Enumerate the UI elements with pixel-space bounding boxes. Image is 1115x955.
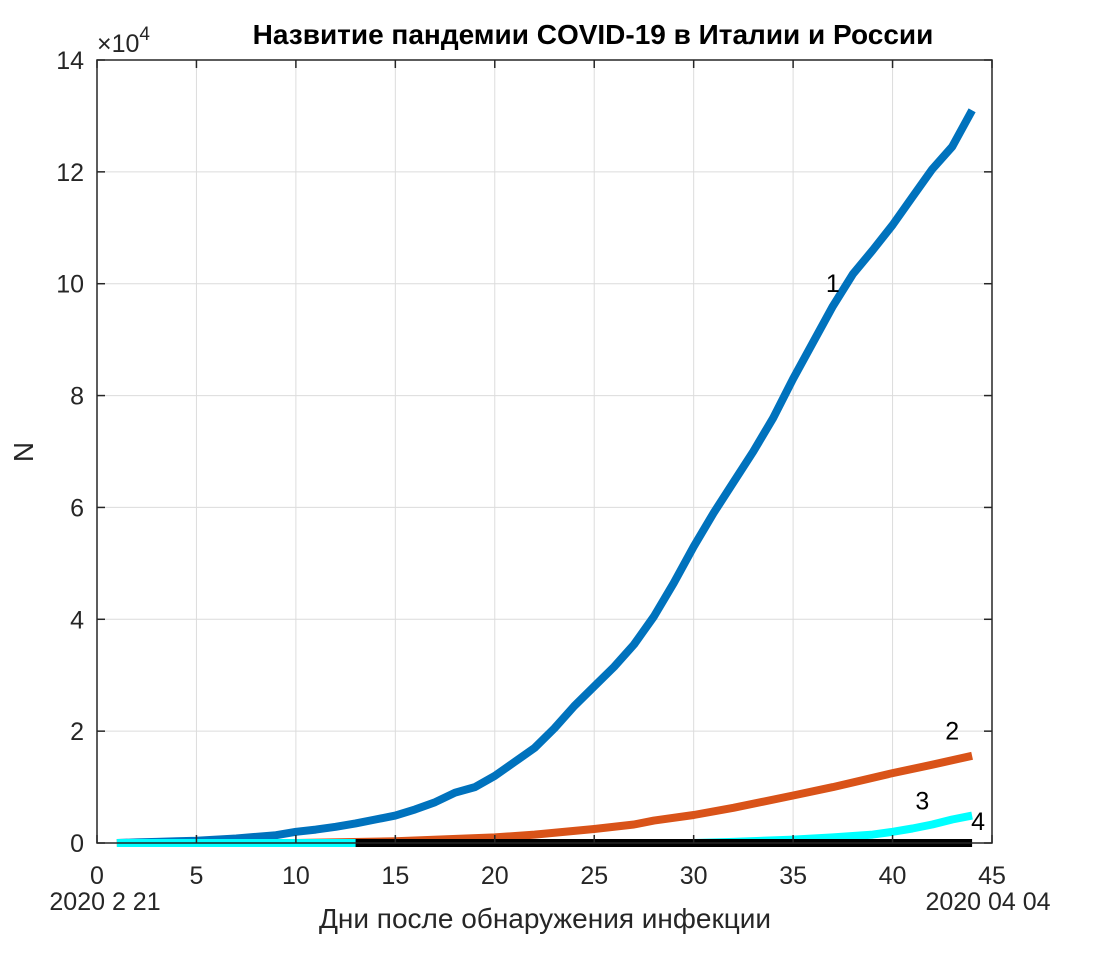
chart-title: Назвитие пандемии COVID-19 в Италии и Ро… <box>253 19 934 50</box>
x-tick-label: 45 <box>978 862 1006 890</box>
y-tick-label: 4 <box>70 606 84 634</box>
y-tick-label: 14 <box>56 47 84 75</box>
x-tick-label: 20 <box>481 862 509 890</box>
plot-frame <box>96 59 993 844</box>
y-tick-label: 6 <box>70 494 84 522</box>
x-tick-label: 5 <box>189 862 203 890</box>
y-tick-label: 2 <box>70 718 84 746</box>
x-tick-label: 15 <box>381 862 409 890</box>
plot-area <box>97 60 992 843</box>
x-tick-label: 0 <box>90 862 104 890</box>
series-4-label: 4 <box>971 808 985 836</box>
y-tick-label: 10 <box>56 271 84 299</box>
y-multiplier: ×104 <box>97 24 150 58</box>
x-start-date: 2020 2 21 <box>49 888 160 916</box>
x-axis-ticks: 0 5 10 15 20 25 30 35 40 45 <box>90 60 1006 890</box>
series-1-label: 1 <box>826 270 840 298</box>
x-tick-label: 10 <box>282 862 310 890</box>
y-tick-label: 8 <box>70 383 84 411</box>
x-end-date: 2020 04 04 <box>925 888 1050 916</box>
x-tick-label: 25 <box>580 862 608 890</box>
x-tick-label: 40 <box>879 862 907 890</box>
x-tick-label: 35 <box>779 862 807 890</box>
series-3-label: 3 <box>915 787 929 815</box>
series-1-line <box>116 108 976 847</box>
y-tick-label: 12 <box>56 159 84 187</box>
x-axis-label: Дни после обнаружения инфекции <box>319 903 771 934</box>
x-tick-label: 30 <box>680 862 708 890</box>
y-axis-label: N <box>8 442 39 462</box>
y-tick-label: 0 <box>70 830 84 858</box>
series-labels: 1 2 3 4 <box>826 270 985 836</box>
series-2-label: 2 <box>945 718 959 746</box>
